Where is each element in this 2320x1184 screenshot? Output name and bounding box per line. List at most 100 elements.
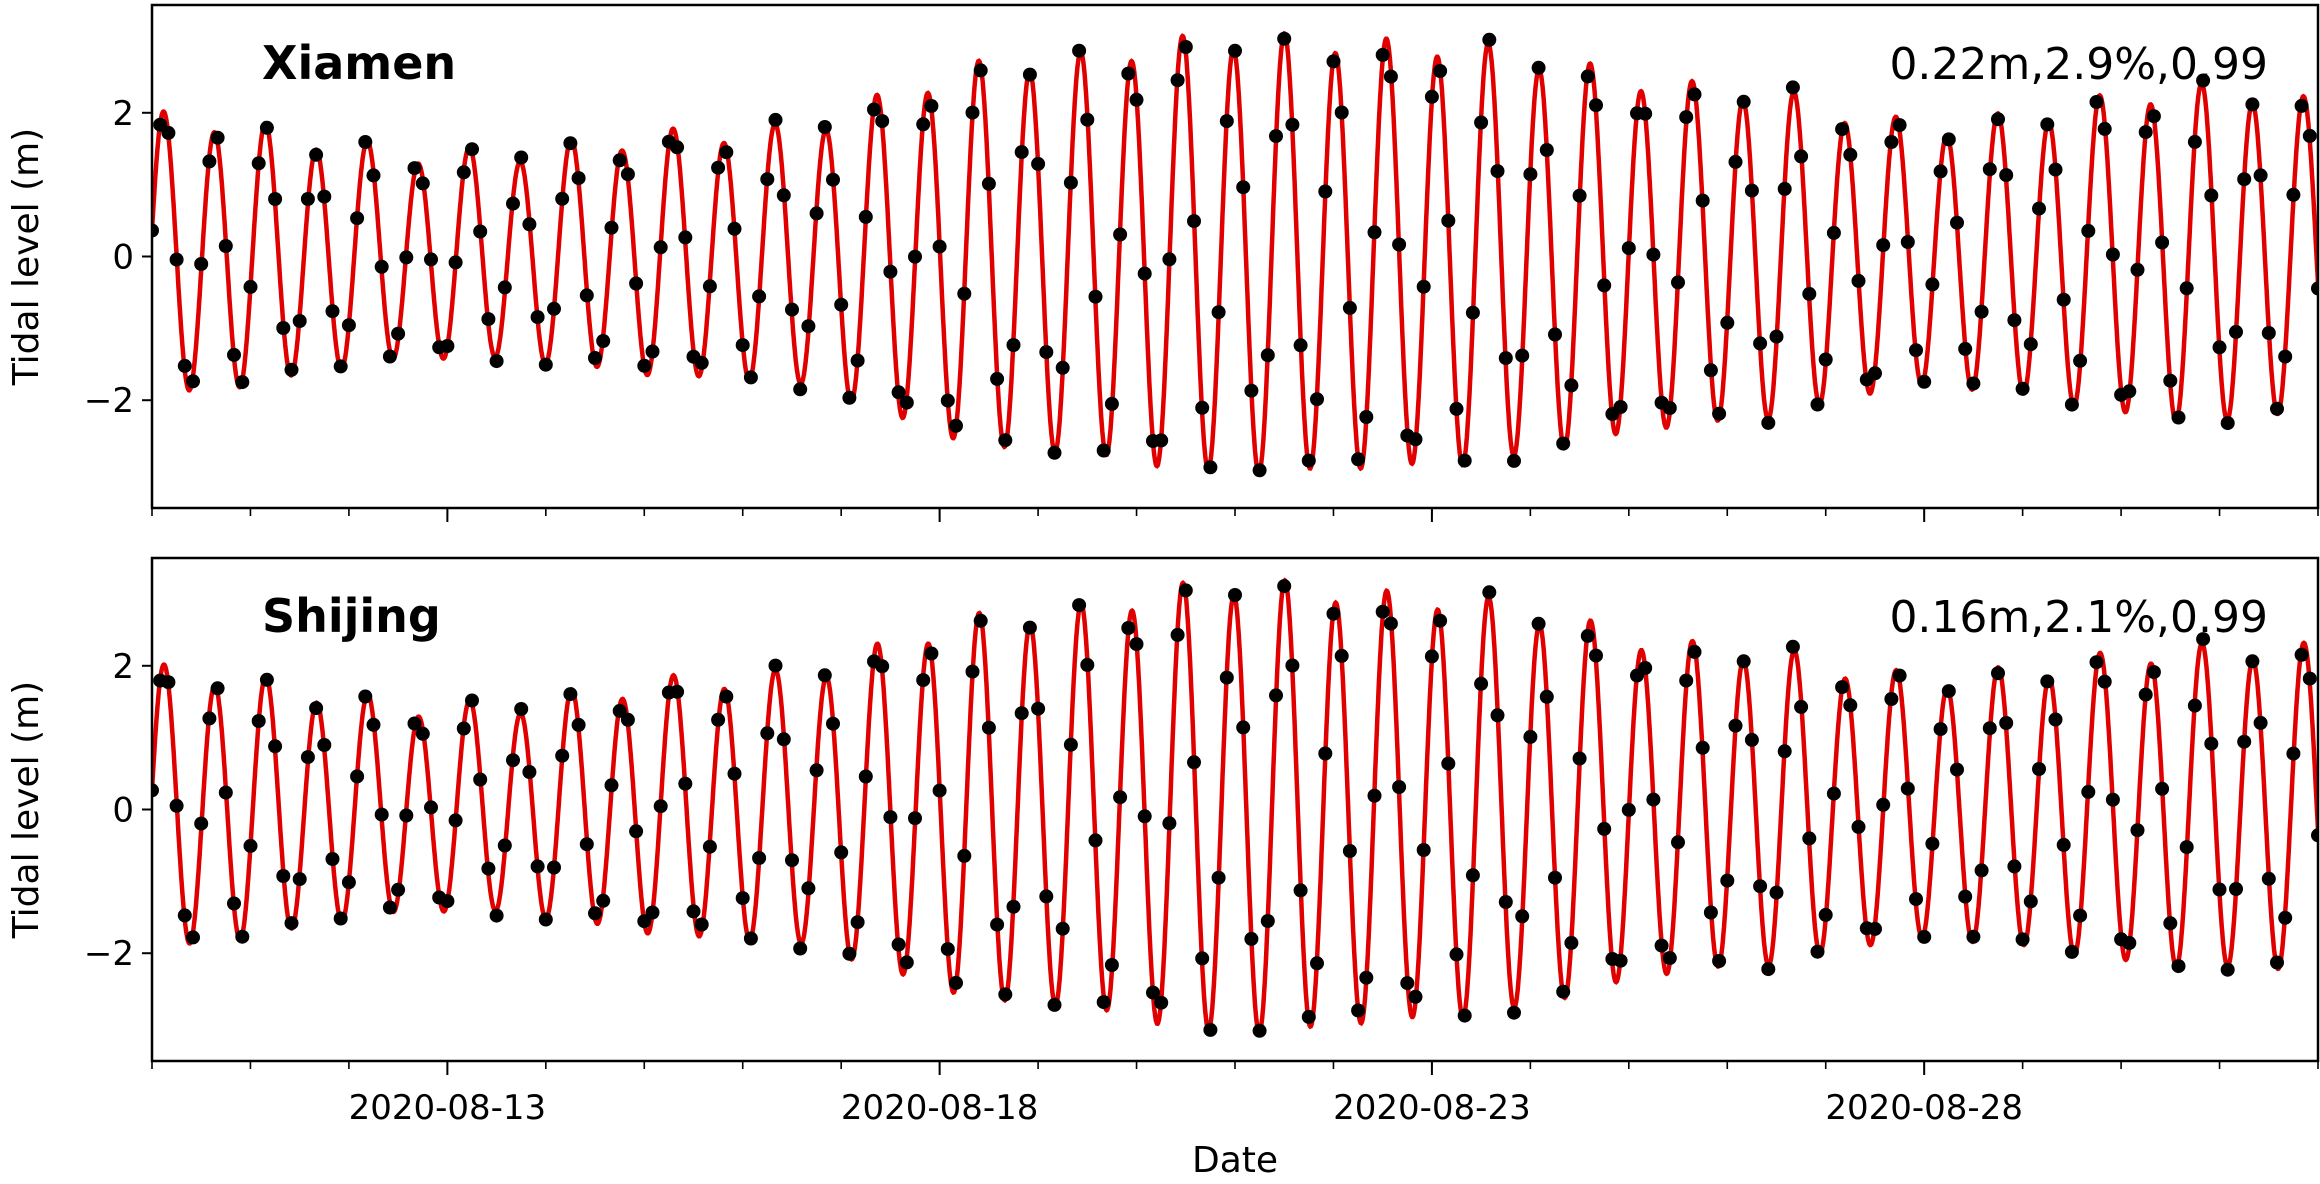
y-tick-label: −2: [84, 934, 134, 974]
observed-point: [2237, 172, 2252, 187]
observed-point: [465, 142, 479, 157]
x-axis-label: Date: [1192, 1140, 1278, 1181]
observed-point: [1835, 680, 1850, 695]
observed-point: [1490, 708, 1505, 723]
observed-point: [1203, 1022, 1218, 1037]
observed-point: [358, 135, 373, 149]
observed-point: [481, 312, 496, 327]
observed-point: [2105, 792, 2120, 807]
observed-point: [2220, 416, 2235, 431]
observed-point: [957, 848, 972, 863]
observed-point: [1318, 184, 1333, 199]
observed-point: [2146, 665, 2161, 680]
observed-point: [858, 209, 873, 224]
observed-point: [2163, 916, 2178, 931]
observed-point: [1498, 895, 1513, 909]
observed-point: [2073, 908, 2088, 923]
observed-point: [834, 845, 849, 860]
observed-point: [235, 375, 250, 390]
observed-point: [1178, 583, 1193, 598]
observed-point: [1515, 348, 1530, 363]
observed-point: [1662, 401, 1677, 415]
observed-point: [694, 917, 709, 932]
observed-point: [1646, 247, 1661, 262]
observed-point: [1301, 1009, 1316, 1024]
observed-point: [776, 732, 791, 747]
observed-point: [2286, 746, 2301, 761]
observed-point: [809, 206, 824, 221]
observed-point: [957, 286, 972, 301]
observed-point: [2007, 313, 2022, 328]
observed-point: [620, 167, 635, 182]
observed-point: [1638, 661, 1653, 675]
observed-point: [1498, 351, 1513, 366]
observed-point: [850, 915, 865, 930]
observed-point: [555, 191, 570, 206]
observed-point: [1974, 863, 1989, 878]
observed-point: [1892, 668, 1907, 683]
observed-point: [826, 716, 840, 731]
observed-point: [1154, 433, 1169, 448]
observed-point: [571, 717, 586, 732]
observed-point: [711, 712, 726, 727]
observed-point: [1104, 396, 1119, 411]
observed-point: [161, 125, 176, 140]
observed-point: [2081, 784, 2096, 799]
observed-point: [465, 693, 479, 708]
observed-point: [415, 726, 430, 741]
observed-point: [2253, 168, 2268, 183]
observed-point: [1950, 215, 1964, 230]
observed-point: [1851, 273, 1866, 288]
observed-point: [1252, 463, 1267, 478]
observed-point: [1909, 343, 1923, 358]
observed-point: [563, 687, 578, 702]
observed-point: [2261, 871, 2276, 886]
observed-point: [883, 810, 898, 825]
observed-point: [218, 785, 233, 800]
observed-point: [1047, 445, 1062, 460]
observed-point: [2040, 674, 2055, 689]
observed-point: [1703, 363, 1718, 378]
observed-point: [152, 783, 159, 798]
observed-point: [1260, 348, 1275, 363]
observed-point: [1392, 780, 1407, 794]
observed-point: [2179, 281, 2194, 296]
observed-point: [1572, 188, 1587, 203]
observed-point: [1761, 415, 1776, 430]
observed-point: [1063, 175, 1078, 190]
y-axis-label: Tidal level (m): [6, 681, 47, 939]
observed-point: [161, 675, 176, 690]
observed-point: [694, 355, 709, 370]
observed-point: [801, 319, 816, 334]
observed-point: [1359, 970, 1374, 985]
observed-point: [1941, 684, 1956, 699]
observed-point: [2171, 959, 2186, 974]
observed-point: [1104, 958, 1119, 972]
observed-point: [1744, 732, 1759, 747]
observed-point: [990, 917, 1005, 932]
observed-point: [1876, 238, 1891, 253]
observed-point: [1228, 588, 1242, 602]
observed-point: [1572, 751, 1587, 766]
observed-point: [981, 176, 996, 191]
observed-point: [998, 987, 1013, 1002]
observed-point: [1933, 164, 1948, 179]
observed-point: [1129, 92, 1144, 107]
observed-point: [399, 250, 414, 265]
observed-point: [702, 279, 717, 294]
observed-point: [1621, 241, 1636, 256]
observed-point: [1416, 279, 1431, 294]
observed-point: [1900, 235, 1915, 249]
predicted-tide-line: [152, 577, 2318, 1036]
observed-point: [2097, 674, 2112, 689]
observed-point: [588, 351, 602, 365]
observed-point: [1129, 637, 1144, 652]
observed-point: [1539, 689, 1554, 704]
observed-point: [916, 117, 931, 132]
observed-point: [1974, 304, 1989, 319]
observed-point: [620, 712, 635, 727]
observed-point: [1301, 453, 1316, 468]
observed-point: [604, 778, 619, 793]
station-name: Xiamen: [262, 36, 456, 90]
observed-point: [1424, 89, 1439, 104]
